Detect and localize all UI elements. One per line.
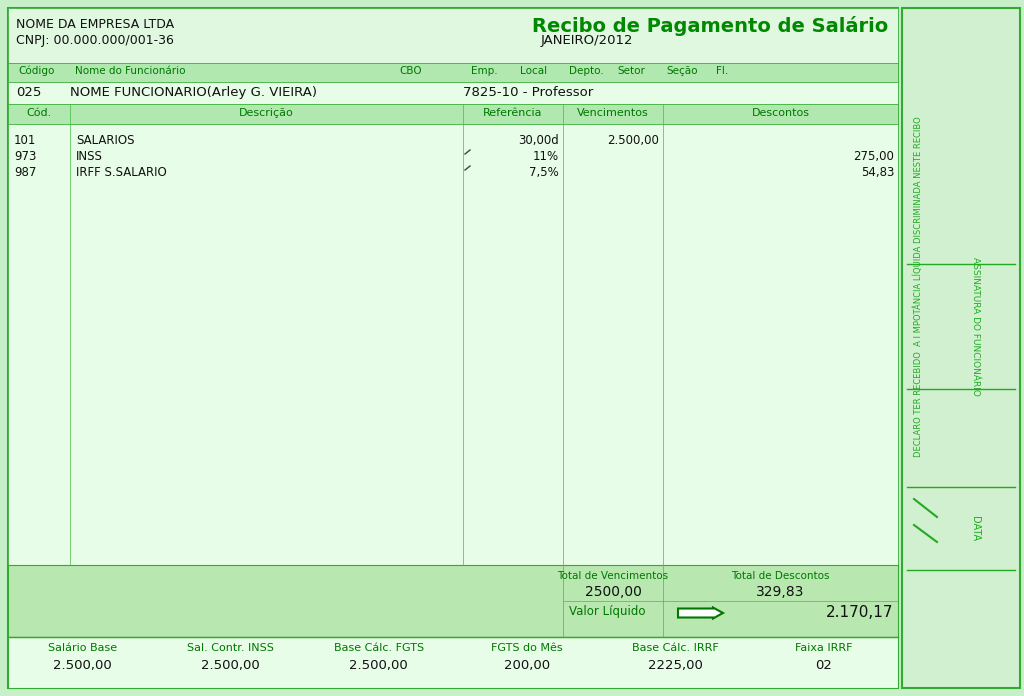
Bar — [8, 82, 898, 104]
Text: Depto.: Depto. — [568, 66, 603, 76]
Bar — [8, 565, 898, 637]
Text: Base Cálc. IRRF: Base Cálc. IRRF — [632, 643, 719, 653]
Text: INSS: INSS — [76, 150, 102, 163]
Text: 987: 987 — [14, 166, 37, 179]
Text: Valor Líquido: Valor Líquido — [569, 605, 645, 618]
Text: Descontos: Descontos — [752, 108, 810, 118]
Text: NOME FUNCIONARIO(Arley G. VIEIRA): NOME FUNCIONARIO(Arley G. VIEIRA) — [70, 86, 317, 99]
FancyArrow shape — [678, 608, 723, 619]
Text: Local: Local — [520, 66, 547, 76]
Text: Sal. Contr. INSS: Sal. Contr. INSS — [187, 643, 274, 653]
Text: SALARIOS: SALARIOS — [76, 134, 134, 147]
Bar — [8, 8, 898, 63]
Bar — [8, 124, 898, 565]
Text: Setor: Setor — [617, 66, 645, 76]
Bar — [8, 637, 898, 688]
Text: 02: 02 — [815, 659, 833, 672]
Text: 275,00: 275,00 — [853, 150, 894, 163]
Bar — [902, 8, 1020, 688]
Text: Faixa IRRF: Faixa IRRF — [795, 643, 853, 653]
Text: NOME DA EMPRESA LTDA: NOME DA EMPRESA LTDA — [16, 18, 174, 31]
Text: JANEIRO/2012: JANEIRO/2012 — [541, 34, 633, 47]
Text: Código: Código — [18, 66, 55, 77]
Text: DECLARO TER RECEBIDO  A I MPOTÂNCIA LÍQUIDA DISCRIMINADA NESTE RECIBO: DECLARO TER RECEBIDO A I MPOTÂNCIA LÍQUI… — [913, 116, 923, 457]
Text: Recibo de Pagamento de Salário: Recibo de Pagamento de Salário — [531, 16, 888, 36]
Text: 2.170,17: 2.170,17 — [825, 605, 893, 620]
Text: Seção: Seção — [667, 66, 698, 76]
Text: Nome do Funcionário: Nome do Funcionário — [75, 66, 185, 76]
Text: 101: 101 — [14, 134, 37, 147]
Text: 2.500,00: 2.500,00 — [349, 659, 409, 672]
Text: CNPJ: 00.000.000/001-36: CNPJ: 00.000.000/001-36 — [16, 34, 174, 47]
Text: Fl.: Fl. — [716, 66, 728, 76]
Text: Salário Base: Salário Base — [47, 643, 117, 653]
Text: Total de Vencimentos: Total de Vencimentos — [557, 571, 669, 581]
Bar — [8, 63, 898, 82]
Text: Descrição: Descrição — [240, 108, 294, 118]
Text: Vencimentos: Vencimentos — [578, 108, 649, 118]
Text: 7825-10 - Professor: 7825-10 - Professor — [463, 86, 593, 99]
Text: ASSINATURA DO FUNCIONÁRIO: ASSINATURA DO FUNCIONÁRIO — [971, 257, 980, 396]
Text: IRFF S.SALARIO: IRFF S.SALARIO — [76, 166, 167, 179]
Text: 329,83: 329,83 — [757, 585, 805, 599]
Bar — [8, 8, 898, 688]
Text: 2.500,00: 2.500,00 — [53, 659, 112, 672]
Text: 30,00d: 30,00d — [518, 134, 559, 147]
Text: 973: 973 — [14, 150, 37, 163]
Text: Base Cálc. FGTS: Base Cálc. FGTS — [334, 643, 424, 653]
Text: 7,5%: 7,5% — [529, 166, 559, 179]
Text: 2225,00: 2225,00 — [648, 659, 702, 672]
Text: DATA: DATA — [970, 516, 980, 541]
Text: CBO: CBO — [399, 66, 422, 76]
Bar — [8, 104, 898, 124]
Text: 11%: 11% — [532, 150, 559, 163]
Text: 200,00: 200,00 — [504, 659, 550, 672]
Text: Total de Descontos: Total de Descontos — [731, 571, 829, 581]
Text: Emp.: Emp. — [471, 66, 498, 76]
Text: Referência: Referência — [483, 108, 543, 118]
Text: 2.500,00: 2.500,00 — [201, 659, 260, 672]
Text: 025: 025 — [16, 86, 41, 99]
Text: 2.500,00: 2.500,00 — [607, 134, 659, 147]
Text: Cód.: Cód. — [27, 108, 51, 118]
Text: 54,83: 54,83 — [860, 166, 894, 179]
Text: FGTS do Mês: FGTS do Mês — [492, 643, 563, 653]
Text: 2500,00: 2500,00 — [585, 585, 641, 599]
